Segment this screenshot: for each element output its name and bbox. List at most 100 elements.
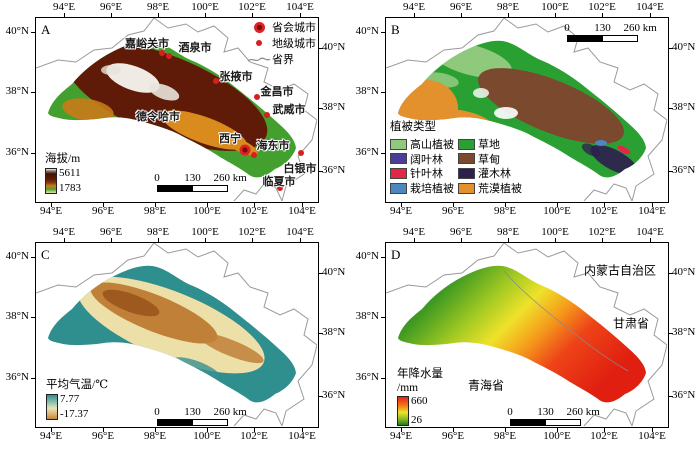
tick-mark [400,428,402,432]
latitude-tick-label: 38°N [355,85,379,97]
tick-mark [204,238,206,242]
tick-mark [649,238,651,242]
symbol-label: 地级城市 [272,38,316,50]
tick-mark [554,13,556,17]
longitude-tick-label: 98°E [493,205,517,217]
longitude-tick-label: 100°E [541,1,569,13]
tick-mark [556,428,558,432]
map-frame-c [35,242,319,428]
legend-item: 荒漠植被 [458,181,524,196]
scale-mid: 130 [184,406,201,418]
tick-mark [31,153,35,154]
longitude-tick-label: 100°E [543,205,571,217]
legend-title: 平均气温/℃ [46,379,109,391]
symbol-label: 省会城市 [272,22,316,34]
latitude-tick-label: 36°N [355,146,379,158]
tick-mark [206,428,208,432]
longitude-tick-label: 96°E [99,1,123,13]
province-label: 内蒙古自治区 [583,263,657,278]
tick-mark [651,203,653,207]
legend-item-label: 草甸 [478,153,500,166]
tick-mark [669,333,673,334]
tick-mark [31,257,35,258]
scale-bar: 0 130 260 km [564,22,657,42]
tick-mark [154,428,156,432]
tick-mark [669,171,673,172]
scale-bar-graphic [157,419,228,426]
longitude-tick-label: 94°E [52,226,76,238]
longitude-tick-label: 102°E [240,430,268,442]
longitude-tick-label: 100°E [543,430,571,442]
elevation-legend: 海拔/m 5611 1783 [45,150,81,194]
tick-mark [669,108,673,109]
latitude-tick-label: 40°N [5,250,29,262]
tick-mark [206,203,208,207]
longitude-tick-label: 102°E [588,226,616,238]
vegetation-legend: 植被类型 高山植被 草地 阔叶林 草甸 针叶林 [390,118,524,195]
panel-label-b: B [391,22,400,37]
color-swatch [390,167,407,179]
tick-mark [556,203,558,207]
scale-bar: 0 130 260 km [154,406,247,426]
tick-mark [102,203,104,207]
latitude-tick-label: 36°N [672,389,696,401]
city-dot [264,112,270,118]
scale-bar-graphic [157,185,228,192]
tick-mark [110,238,112,242]
tick-mark [50,428,52,432]
latitude-tick-label: 38°N [5,310,29,322]
latitude-tick-label: 38°N [672,101,696,113]
city-label: 武威市 [272,104,306,116]
latitude-tick-label: 40°N [322,266,346,278]
tick-mark [400,203,402,207]
tick-mark [381,378,385,379]
color-swatch [390,182,407,194]
panel-label-a: A [41,22,51,37]
longitude-tick-label: 104°E [636,1,664,13]
tick-mark [601,13,603,17]
tick-mark [452,428,454,432]
province-label: 青海省 [467,378,505,393]
tick-mark [319,396,323,397]
longitude-tick-label: 96°E [449,1,473,13]
longitude-tick-label: 104°E [286,1,314,13]
longitude-tick-label: 98°E [493,430,517,442]
precipitation-legend: 年降水量 /mm 660 26 [397,365,443,426]
latitude-tick-label: 38°N [322,101,346,113]
color-swatch [458,138,475,150]
tick-mark [452,203,454,207]
latitude-tick-label: 36°N [5,146,29,158]
scale-zero: 0 [564,22,570,34]
longitude-tick-label: 104°E [288,205,316,217]
tick-mark [381,32,385,33]
city-label: 酒泉市 [178,42,212,54]
tick-mark [381,153,385,154]
longitude-tick-label: 98°E [146,226,170,238]
legend-item: 针叶林 [390,166,456,181]
latitude-tick-label: 40°N [5,25,29,37]
legend-max-value: 5611 [59,167,81,179]
longitude-tick-label: 104°E [636,226,664,238]
longitude-tick-label: 98°E [143,430,167,442]
longitude-tick-label: 100°E [191,1,219,13]
tick-mark [554,238,556,242]
color-swatch [390,138,407,150]
latitude-tick-label: 40°N [672,266,696,278]
city-label: 金昌市 [260,86,294,98]
capital-city-dot [239,144,251,156]
latitude-tick-label: 40°N [355,250,379,262]
tick-mark [319,108,323,109]
color-swatch [390,153,407,165]
latitude-tick-label: 36°N [322,389,346,401]
longitude-tick-label: 102°E [590,205,618,217]
city-label: 嘉峪关市 [125,38,169,50]
tick-mark [31,32,35,33]
scale-bar-graphic [510,419,581,426]
latitude-tick-label: 36°N [355,371,379,383]
tick-mark [319,333,323,334]
legend-item-label: 荒漠植被 [478,183,522,196]
scale-end: 260 km [213,172,247,184]
longitude-tick-label: 94°E [39,430,63,442]
map-frame-b [385,17,669,203]
province-label: 甘肃省 [612,316,650,331]
